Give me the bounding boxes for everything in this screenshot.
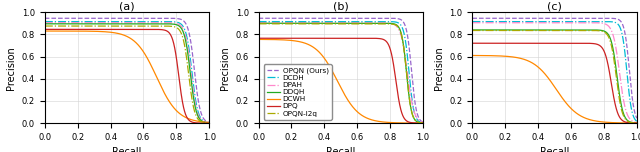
DCWH [383, 121, 390, 123]
Line: DCWH: DCWH [259, 39, 423, 123]
DCDH [386, 21, 394, 22]
Legend: OPQN (Ours), DCDH, DPAH, DDQH, DCWH, DPQ, OPQN-l2q: OPQN (Ours), DCDH, DPAH, DDQH, DCWH, DPQ… [264, 64, 332, 119]
DCWH [419, 122, 427, 124]
DPAH [419, 121, 427, 123]
DPQ [383, 41, 390, 43]
Y-axis label: Precision: Precision [220, 46, 230, 90]
OPQN (Ours) [419, 121, 427, 123]
DPAH [327, 22, 335, 24]
DPQ [255, 37, 262, 39]
DCDH [321, 21, 329, 22]
DCWH [255, 38, 262, 40]
OPQN (Ours) [255, 17, 262, 19]
OPQN-l2q [255, 23, 262, 25]
X-axis label: Recall: Recall [113, 147, 141, 152]
DCDH [327, 21, 335, 22]
Y-axis label: Precision: Precision [434, 46, 444, 90]
DDQH [321, 22, 329, 24]
OPQN (Ours) [327, 17, 335, 19]
OPQN-l2q [327, 23, 335, 25]
Title: (a): (a) [119, 1, 135, 11]
DPQ [327, 37, 335, 39]
OPQN (Ours) [386, 17, 394, 19]
Title: (c): (c) [547, 1, 562, 11]
Line: OPQN-l2q: OPQN-l2q [259, 24, 423, 123]
DPAH [383, 22, 390, 24]
Line: DPAH: DPAH [259, 23, 423, 122]
DCDH [419, 122, 427, 124]
Line: DCDH: DCDH [259, 22, 423, 123]
DPAH [271, 22, 279, 24]
DDQH [327, 22, 335, 24]
OPQN-l2q [419, 122, 427, 124]
DDQH [386, 22, 394, 24]
DPQ [419, 122, 427, 124]
Y-axis label: Precision: Precision [6, 46, 16, 90]
Line: OPQN (Ours): OPQN (Ours) [259, 18, 423, 122]
Title: (b): (b) [333, 1, 349, 11]
OPQN-l2q [383, 23, 390, 25]
X-axis label: Recall: Recall [540, 147, 569, 152]
DCWH [327, 68, 335, 70]
X-axis label: Recall: Recall [326, 147, 355, 152]
OPQN-l2q [321, 23, 329, 25]
OPQN-l2q [386, 23, 394, 25]
OPQN (Ours) [367, 17, 375, 19]
DCDH [271, 21, 279, 22]
DPQ [321, 37, 329, 39]
OPQN-l2q [271, 23, 279, 25]
DDQH [419, 122, 427, 124]
DCWH [271, 39, 279, 40]
DCDH [255, 21, 262, 22]
OPQN-l2q [367, 23, 375, 25]
DDQH [367, 22, 375, 24]
DCWH [386, 122, 394, 123]
DPAH [321, 22, 329, 24]
DPQ [367, 37, 375, 39]
DPAH [386, 22, 394, 24]
DDQH [383, 22, 390, 24]
OPQN (Ours) [383, 17, 390, 19]
DDQH [255, 22, 262, 24]
DPQ [386, 47, 394, 49]
DCDH [383, 21, 390, 22]
DPAH [367, 22, 375, 24]
DCDH [367, 21, 375, 22]
DDQH [271, 22, 279, 24]
DCWH [367, 119, 375, 121]
Line: DDQH: DDQH [259, 23, 423, 123]
DPAH [255, 22, 262, 24]
OPQN (Ours) [321, 17, 329, 19]
Line: DPQ: DPQ [259, 38, 423, 123]
DCWH [321, 58, 329, 60]
DPQ [271, 37, 279, 39]
OPQN (Ours) [271, 17, 279, 19]
